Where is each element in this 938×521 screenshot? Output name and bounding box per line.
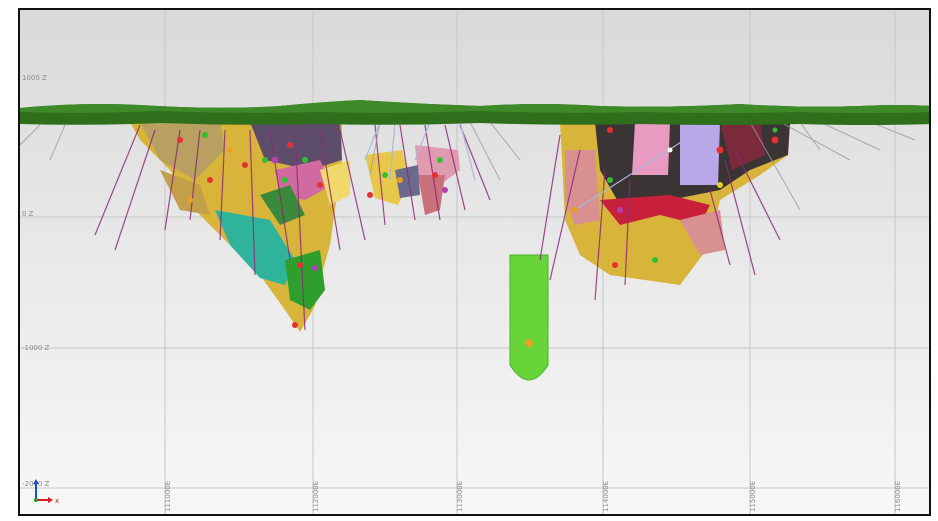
z-label-minus-1000: -1000 Z (22, 344, 50, 352)
z-label-1000: 1000 Z (22, 74, 47, 82)
x-label-1: 111000E (164, 480, 172, 512)
z-label-0: 0 Z (22, 210, 34, 218)
x-label-6: 116000E (894, 480, 902, 512)
drillholes (94, 124, 781, 331)
sample-markers (177, 127, 779, 328)
viewport-3d[interactable]: 1000 Z 0 Z -1000 Z -2000 Z 111000E 11200… (18, 8, 931, 516)
drillholes-blue (364, 121, 701, 211)
x-label-3: 113000E (456, 480, 464, 512)
axis-triad-icon[interactable]: x (30, 478, 62, 506)
x-label-2: 112000E (312, 480, 320, 512)
x-label-5: 115000E (749, 480, 757, 512)
grid-lines (20, 10, 929, 514)
geological-scene[interactable] (20, 10, 931, 516)
right-ore-body[interactable] (560, 122, 790, 285)
middle-ore-bodies[interactable] (365, 145, 460, 215)
left-ore-body[interactable] (130, 122, 350, 332)
green-intrusion[interactable] (509, 254, 549, 381)
topography-surface[interactable] (20, 100, 931, 125)
drillholes-grey (20, 121, 916, 211)
x-label-4: 114000E (602, 480, 610, 512)
axis-x-label: x (55, 497, 59, 505)
